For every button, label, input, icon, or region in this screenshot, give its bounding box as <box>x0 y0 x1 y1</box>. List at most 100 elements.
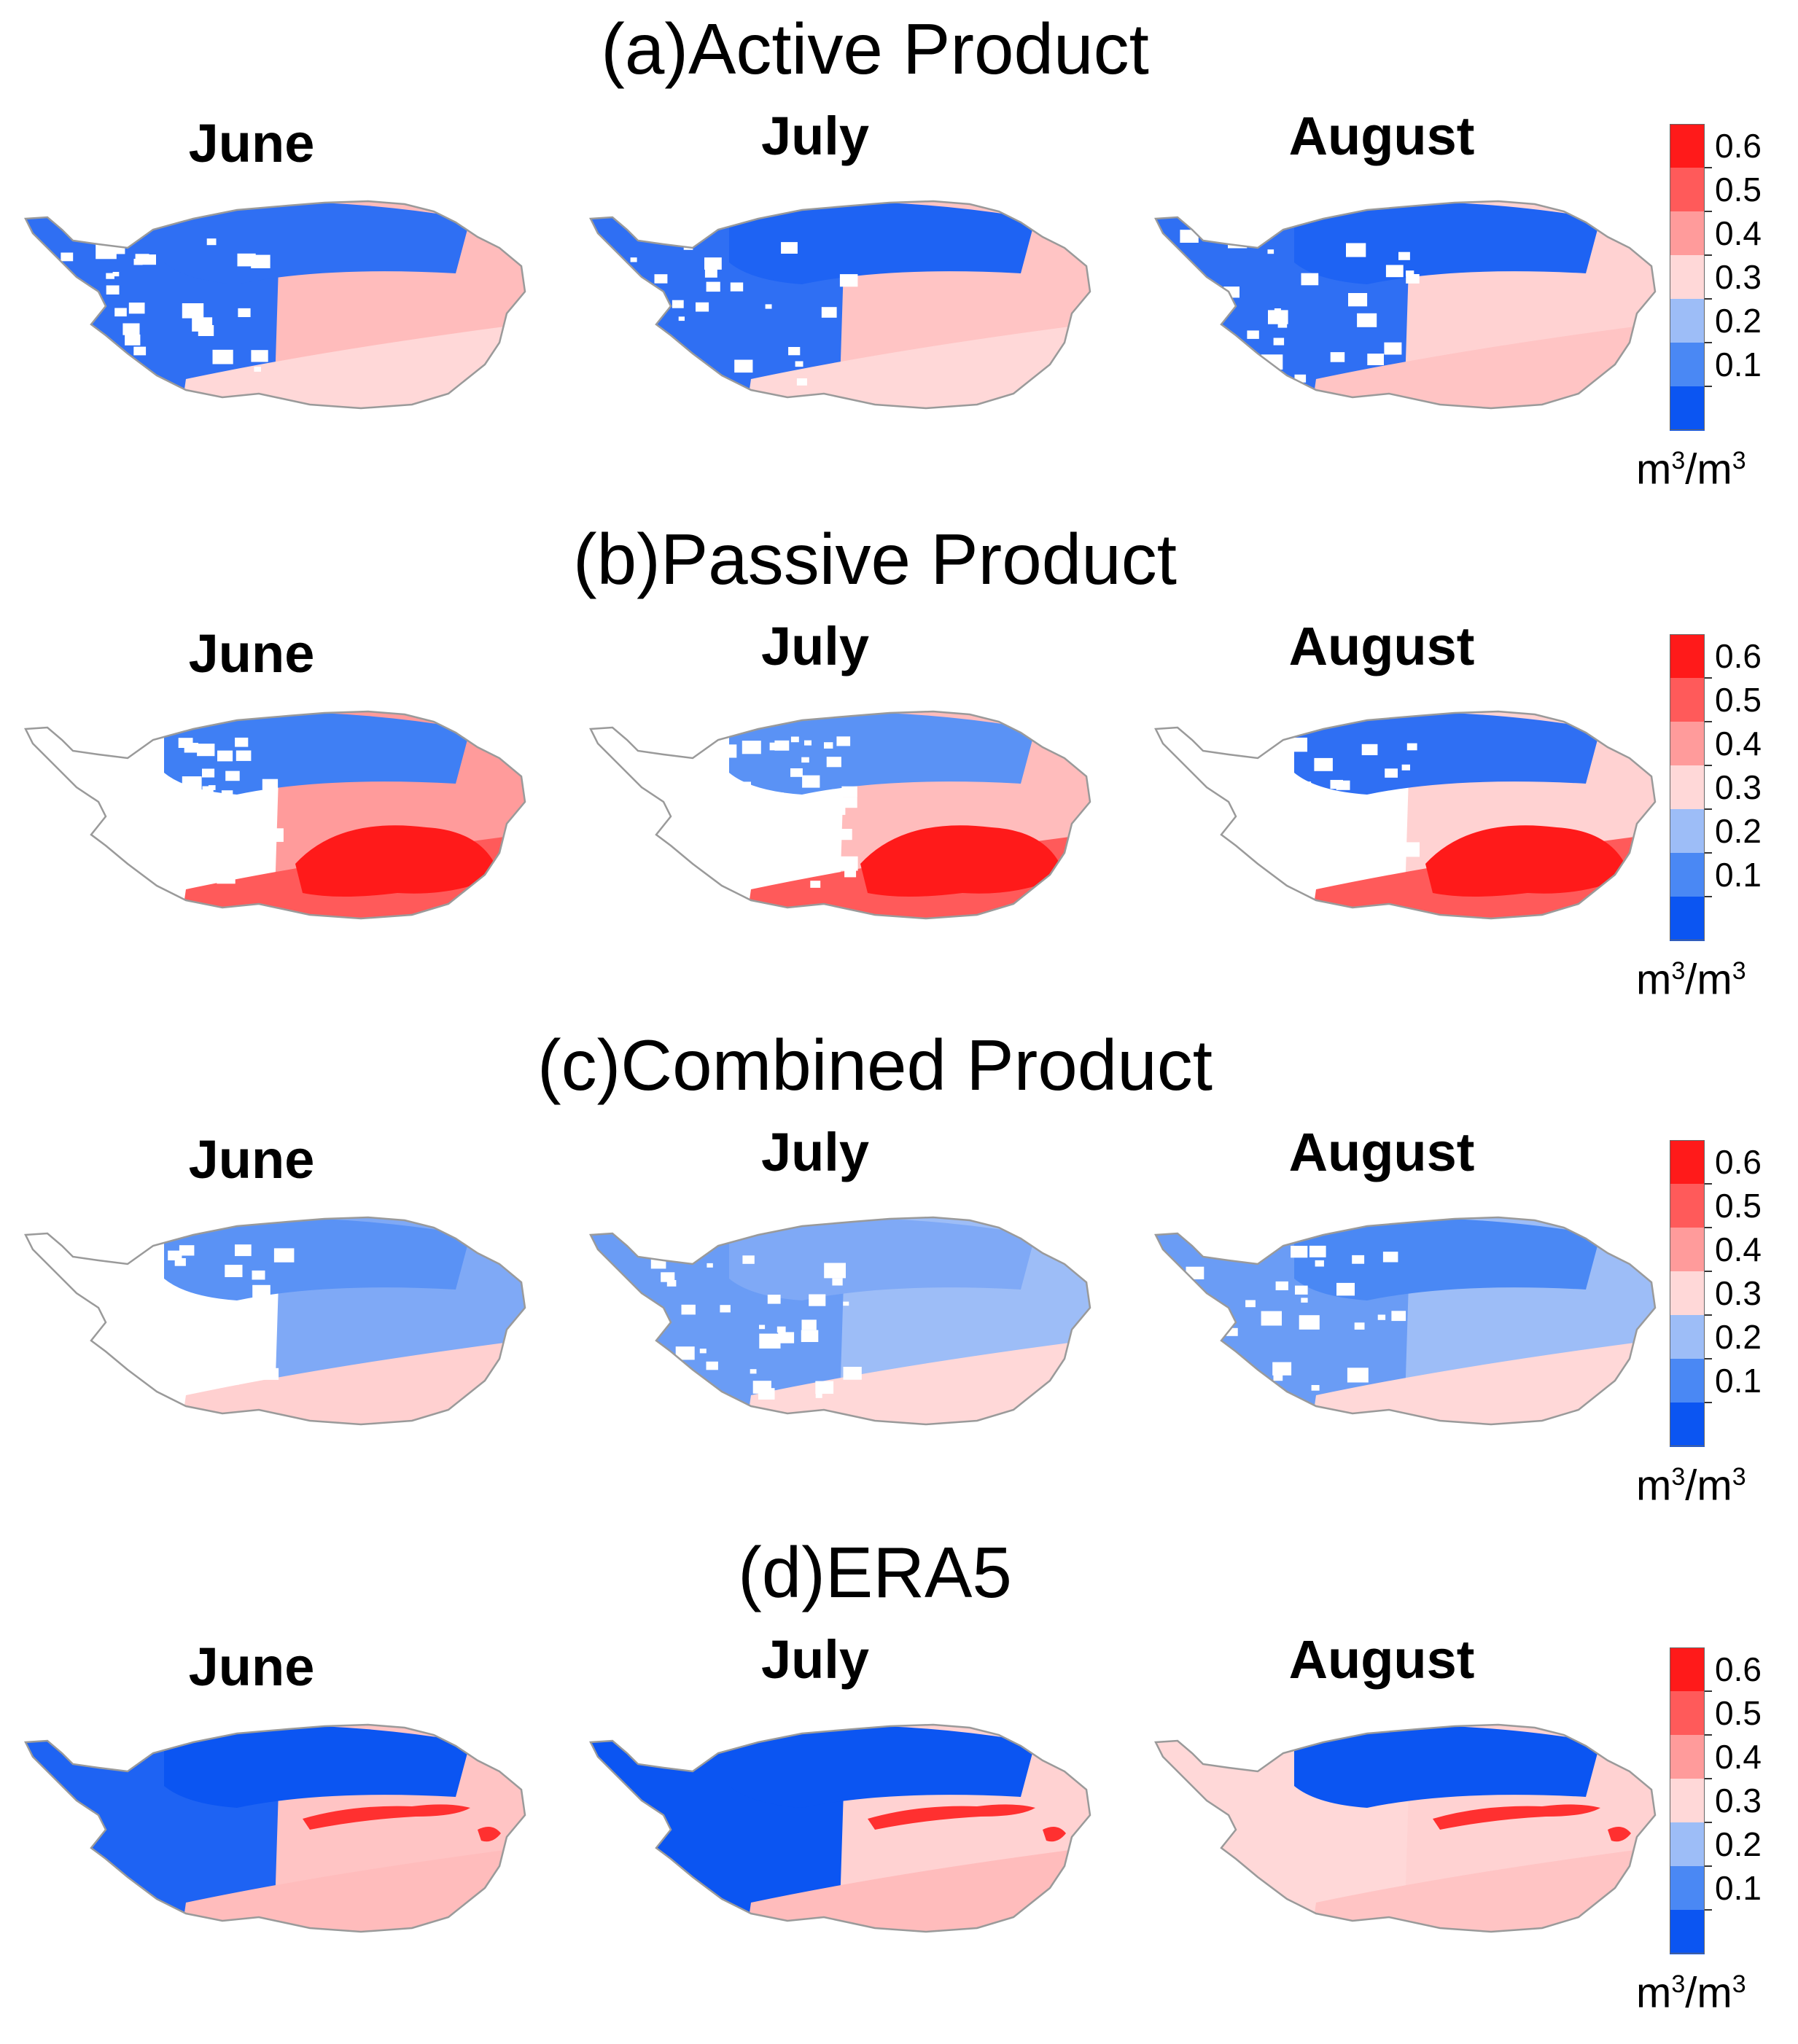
missing-data-cell <box>122 323 140 335</box>
missing-data-cell <box>1346 243 1366 257</box>
missing-data-cell <box>221 790 233 798</box>
missing-data-cell <box>758 1388 775 1400</box>
missing-data-cell <box>623 327 635 335</box>
month-label: August <box>1288 616 1475 676</box>
missing-data-cell <box>109 1389 118 1396</box>
colorbar-segment <box>1670 1691 1705 1736</box>
colorbar-label: 0.5 <box>1715 1694 1762 1732</box>
colorbar-unit: m3/m3 <box>1636 1464 1746 1507</box>
missing-data-cell <box>645 344 662 356</box>
unit-exponent: 3 <box>1732 957 1746 985</box>
north-region <box>1294 1725 1600 1808</box>
missing-data-cell <box>1268 310 1288 324</box>
missing-data-cell <box>1205 875 1222 888</box>
missing-data-cell <box>672 300 684 308</box>
colorbar-segment <box>1670 1866 1705 1911</box>
colorbar-tick <box>1705 1314 1712 1316</box>
map-june <box>18 1720 529 1954</box>
missing-data-cell <box>1210 814 1225 825</box>
colorbar-tick <box>1705 298 1712 300</box>
colorbar-unit: m3/m3 <box>1636 1972 1746 2014</box>
map-july <box>583 707 1094 940</box>
plateau-outline <box>589 1723 1091 1933</box>
colorbar-segment <box>1670 1359 1705 1403</box>
missing-data-cell <box>86 846 98 855</box>
month-label: July <box>760 106 870 166</box>
colorbar-segment <box>1670 1735 1705 1779</box>
missing-data-cell <box>1385 768 1398 778</box>
missing-data-cell <box>117 813 133 824</box>
missing-data-cell <box>1180 230 1199 243</box>
missing-data-cell <box>153 832 163 840</box>
missing-data-cell <box>836 829 852 840</box>
plateau-outline <box>1154 710 1657 920</box>
missing-data-cell <box>237 253 256 267</box>
hot-band <box>868 1804 1035 1830</box>
missing-data-cell <box>168 1374 179 1381</box>
colorbar-segment <box>1670 722 1705 766</box>
plateau-outline <box>24 1723 526 1933</box>
missing-data-cell <box>141 254 156 265</box>
missing-data-cell <box>52 881 69 893</box>
missing-data-cell <box>1197 773 1205 779</box>
missing-data-cell <box>1222 760 1245 776</box>
colorbar-label: 0.3 <box>1715 1274 1762 1312</box>
missing-data-cell <box>206 238 217 246</box>
month-label: August <box>1288 1629 1475 1690</box>
colorbar: 0.6 0.5 0.4 0.3 0.2 0.1 <box>1670 634 1762 941</box>
missing-data-cell <box>1352 1255 1365 1264</box>
colorbar-segment <box>1670 1140 1705 1185</box>
missing-data-cell <box>1391 1311 1406 1322</box>
map-july <box>583 1720 1094 1954</box>
missing-data-cell <box>620 329 641 345</box>
colorbar-segment <box>1670 124 1705 168</box>
panel-title: (b)Passive Product <box>573 519 1177 599</box>
colorbar-label: 0.1 <box>1715 1362 1762 1400</box>
missing-data-cell <box>106 273 114 279</box>
missing-data-cell <box>736 781 751 792</box>
colorbar-frame <box>1670 124 1705 430</box>
hot-region <box>295 825 499 897</box>
missing-data-cell <box>69 377 75 382</box>
missing-data-cell <box>1361 744 1378 755</box>
north-region <box>164 1725 470 1808</box>
missing-data-cell <box>54 773 62 779</box>
missing-data-cell <box>1357 313 1377 327</box>
plateau-map-svg <box>589 1723 1091 1933</box>
colorbar-unit: m3/m3 <box>1636 959 1746 1001</box>
colorbar-tick <box>1705 167 1712 168</box>
colorbar-tick <box>1705 1183 1712 1185</box>
hot-band <box>1433 1804 1600 1830</box>
north-region <box>164 712 470 795</box>
unit-exponent: 3 <box>1671 447 1686 475</box>
missing-data-cell <box>171 841 179 847</box>
missing-data-cell <box>174 1258 186 1266</box>
month-label: August <box>1288 106 1475 166</box>
missing-data-cell <box>778 1332 795 1343</box>
colorbar-tick <box>1705 1271 1712 1272</box>
missing-data-cell <box>68 1352 76 1358</box>
north-region <box>729 1725 1035 1808</box>
colorbar-segment <box>1670 1779 1705 1823</box>
missing-data-cell <box>58 340 78 354</box>
colorbar-label: 0.2 <box>1715 1825 1762 1863</box>
colorbar-tick <box>1705 211 1712 212</box>
missing-data-cell <box>121 847 141 861</box>
missing-data-cell <box>802 775 820 788</box>
plateau-map-svg <box>1154 710 1657 920</box>
missing-data-cell <box>235 737 249 747</box>
month-label: June <box>188 623 315 684</box>
colorbar-label: 0.6 <box>1715 1650 1762 1688</box>
colorbar-label: 0.1 <box>1715 1869 1762 1907</box>
missing-data-cell <box>1406 270 1414 276</box>
colorbar-label: 0.3 <box>1715 768 1762 806</box>
missing-data-cell <box>212 349 233 364</box>
missing-data-cell <box>178 738 193 748</box>
missing-data-cell <box>1183 1394 1199 1405</box>
missing-data-cell <box>1292 781 1312 795</box>
missing-data-cell <box>637 835 651 846</box>
missing-data-cell <box>197 1381 207 1389</box>
missing-data-cell <box>699 1349 707 1354</box>
colorbar-segment <box>1670 634 1705 679</box>
missing-data-cell <box>796 378 807 386</box>
